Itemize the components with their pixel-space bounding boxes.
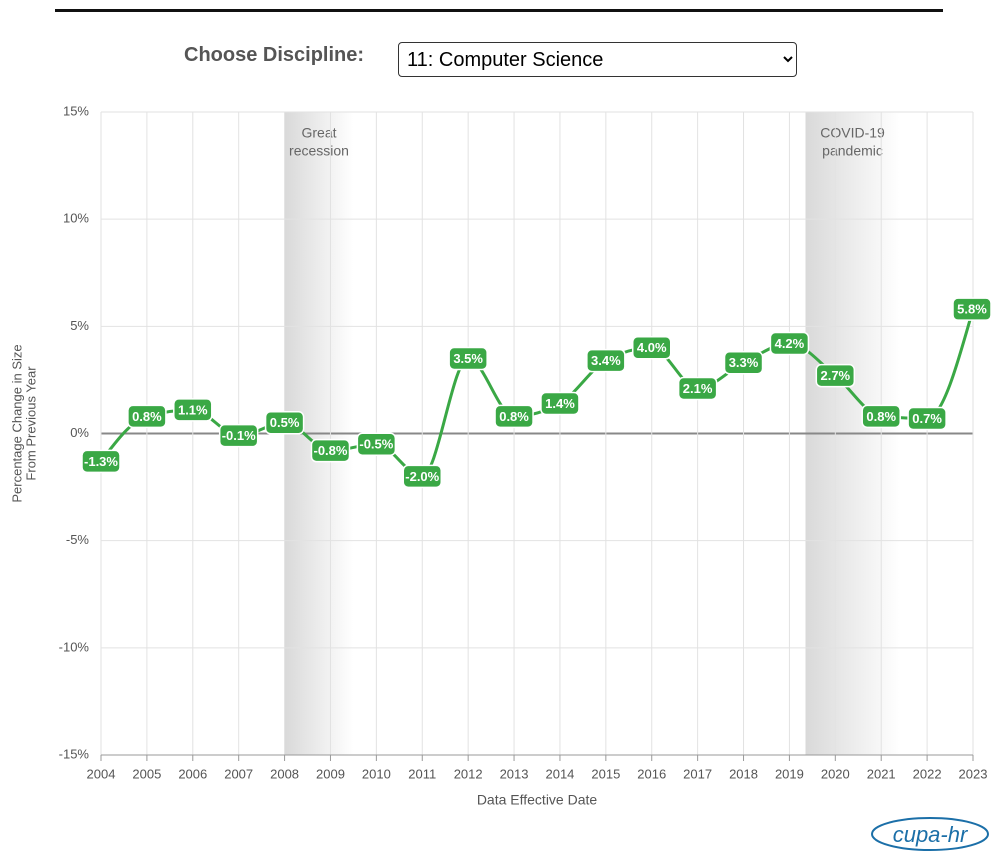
x-tick-label: 2008 [270,766,299,781]
data-label: 0.5% [270,415,300,430]
x-tick-label: 2018 [729,766,758,781]
data-label-box [448,346,488,371]
data-label-box [586,348,626,373]
y-axis-label: From Previous Year [23,366,38,481]
y-tick-label: -15% [59,746,90,761]
data-label-box [310,438,351,463]
data-label-box [127,404,167,429]
y-tick-label: 10% [63,211,89,226]
data-label: 0.7% [912,411,942,426]
data-label-box [494,404,534,429]
x-tick-label: 2020 [821,766,850,781]
x-axis-label: Data Effective Date [477,792,598,808]
region-label: Great [301,125,336,141]
data-label-box [540,391,580,416]
data-label-box [218,423,259,448]
data-label-box [769,331,810,356]
y-tick-label: -10% [59,639,90,654]
data-label: 3.3% [729,355,759,370]
y-tick-label: 5% [70,318,89,333]
data-label-box [264,411,305,435]
data-label: 3.4% [591,353,621,368]
data-label: 0.8% [866,409,896,424]
x-tick-label: 2022 [913,766,942,781]
data-label-box [356,432,397,456]
x-tick-label: 2005 [132,766,161,781]
x-tick-label: 2023 [959,766,988,781]
data-label: 1.4% [545,396,575,411]
x-tick-label: 2012 [454,766,483,781]
data-label-box [815,363,856,388]
data-label: 2.7% [820,368,850,383]
x-tick-label: 2013 [500,766,529,781]
x-tick-label: 2011 [408,766,436,781]
data-label-box [907,406,947,431]
y-tick-label: -5% [66,532,90,547]
data-label: -0.5% [359,437,393,452]
x-tick-label: 2019 [775,766,804,781]
data-label-box [677,376,718,401]
logo-swoosh [871,817,989,851]
y-tick-label: 15% [63,103,89,118]
discipline-label: Choose Discipline: [184,44,365,66]
data-label-box [402,464,443,489]
data-label: 0.8% [132,409,162,424]
data-label-box [952,297,992,321]
data-label: 4.0% [637,340,667,355]
data-label: -0.1% [222,428,256,443]
region-label: pandemic [822,143,883,159]
region-label: recession [289,143,349,159]
x-tick-label: 2014 [545,766,574,781]
y-tick-label: 0% [70,425,89,440]
data-label: -2.0% [405,469,439,484]
x-tick-label: 2015 [591,766,620,781]
discipline-select[interactable]: 11: Computer Science [398,42,797,77]
x-tick-label: 2021 [867,766,896,781]
top-rule [55,9,943,12]
data-label-box [861,404,901,429]
region-label: COVID-19 [820,125,885,141]
x-tick-label: 2006 [178,766,207,781]
data-label-box [81,449,121,474]
x-tick-label: 2004 [87,766,116,781]
data-label: 0.8% [499,409,529,424]
data-label: 4.2% [775,336,805,351]
x-tick-label: 2007 [224,766,253,781]
data-label-box [723,351,764,375]
x-tick-label: 2009 [316,766,345,781]
data-label: 3.5% [453,351,483,366]
x-tick-label: 2017 [683,766,712,781]
data-label: 2.1% [683,381,713,396]
data-label: -0.8% [313,443,347,458]
x-tick-label: 2016 [637,766,666,781]
logo: cupa-hr [893,822,969,847]
data-label: 5.8% [957,302,987,317]
y-axis-label: Percentage Change in Size [9,344,24,502]
data-label-box [631,336,672,360]
data-label: -1.3% [84,454,118,469]
data-label: 1.1% [178,402,208,417]
x-tick-label: 2010 [362,766,391,781]
data-label-box [173,398,213,422]
